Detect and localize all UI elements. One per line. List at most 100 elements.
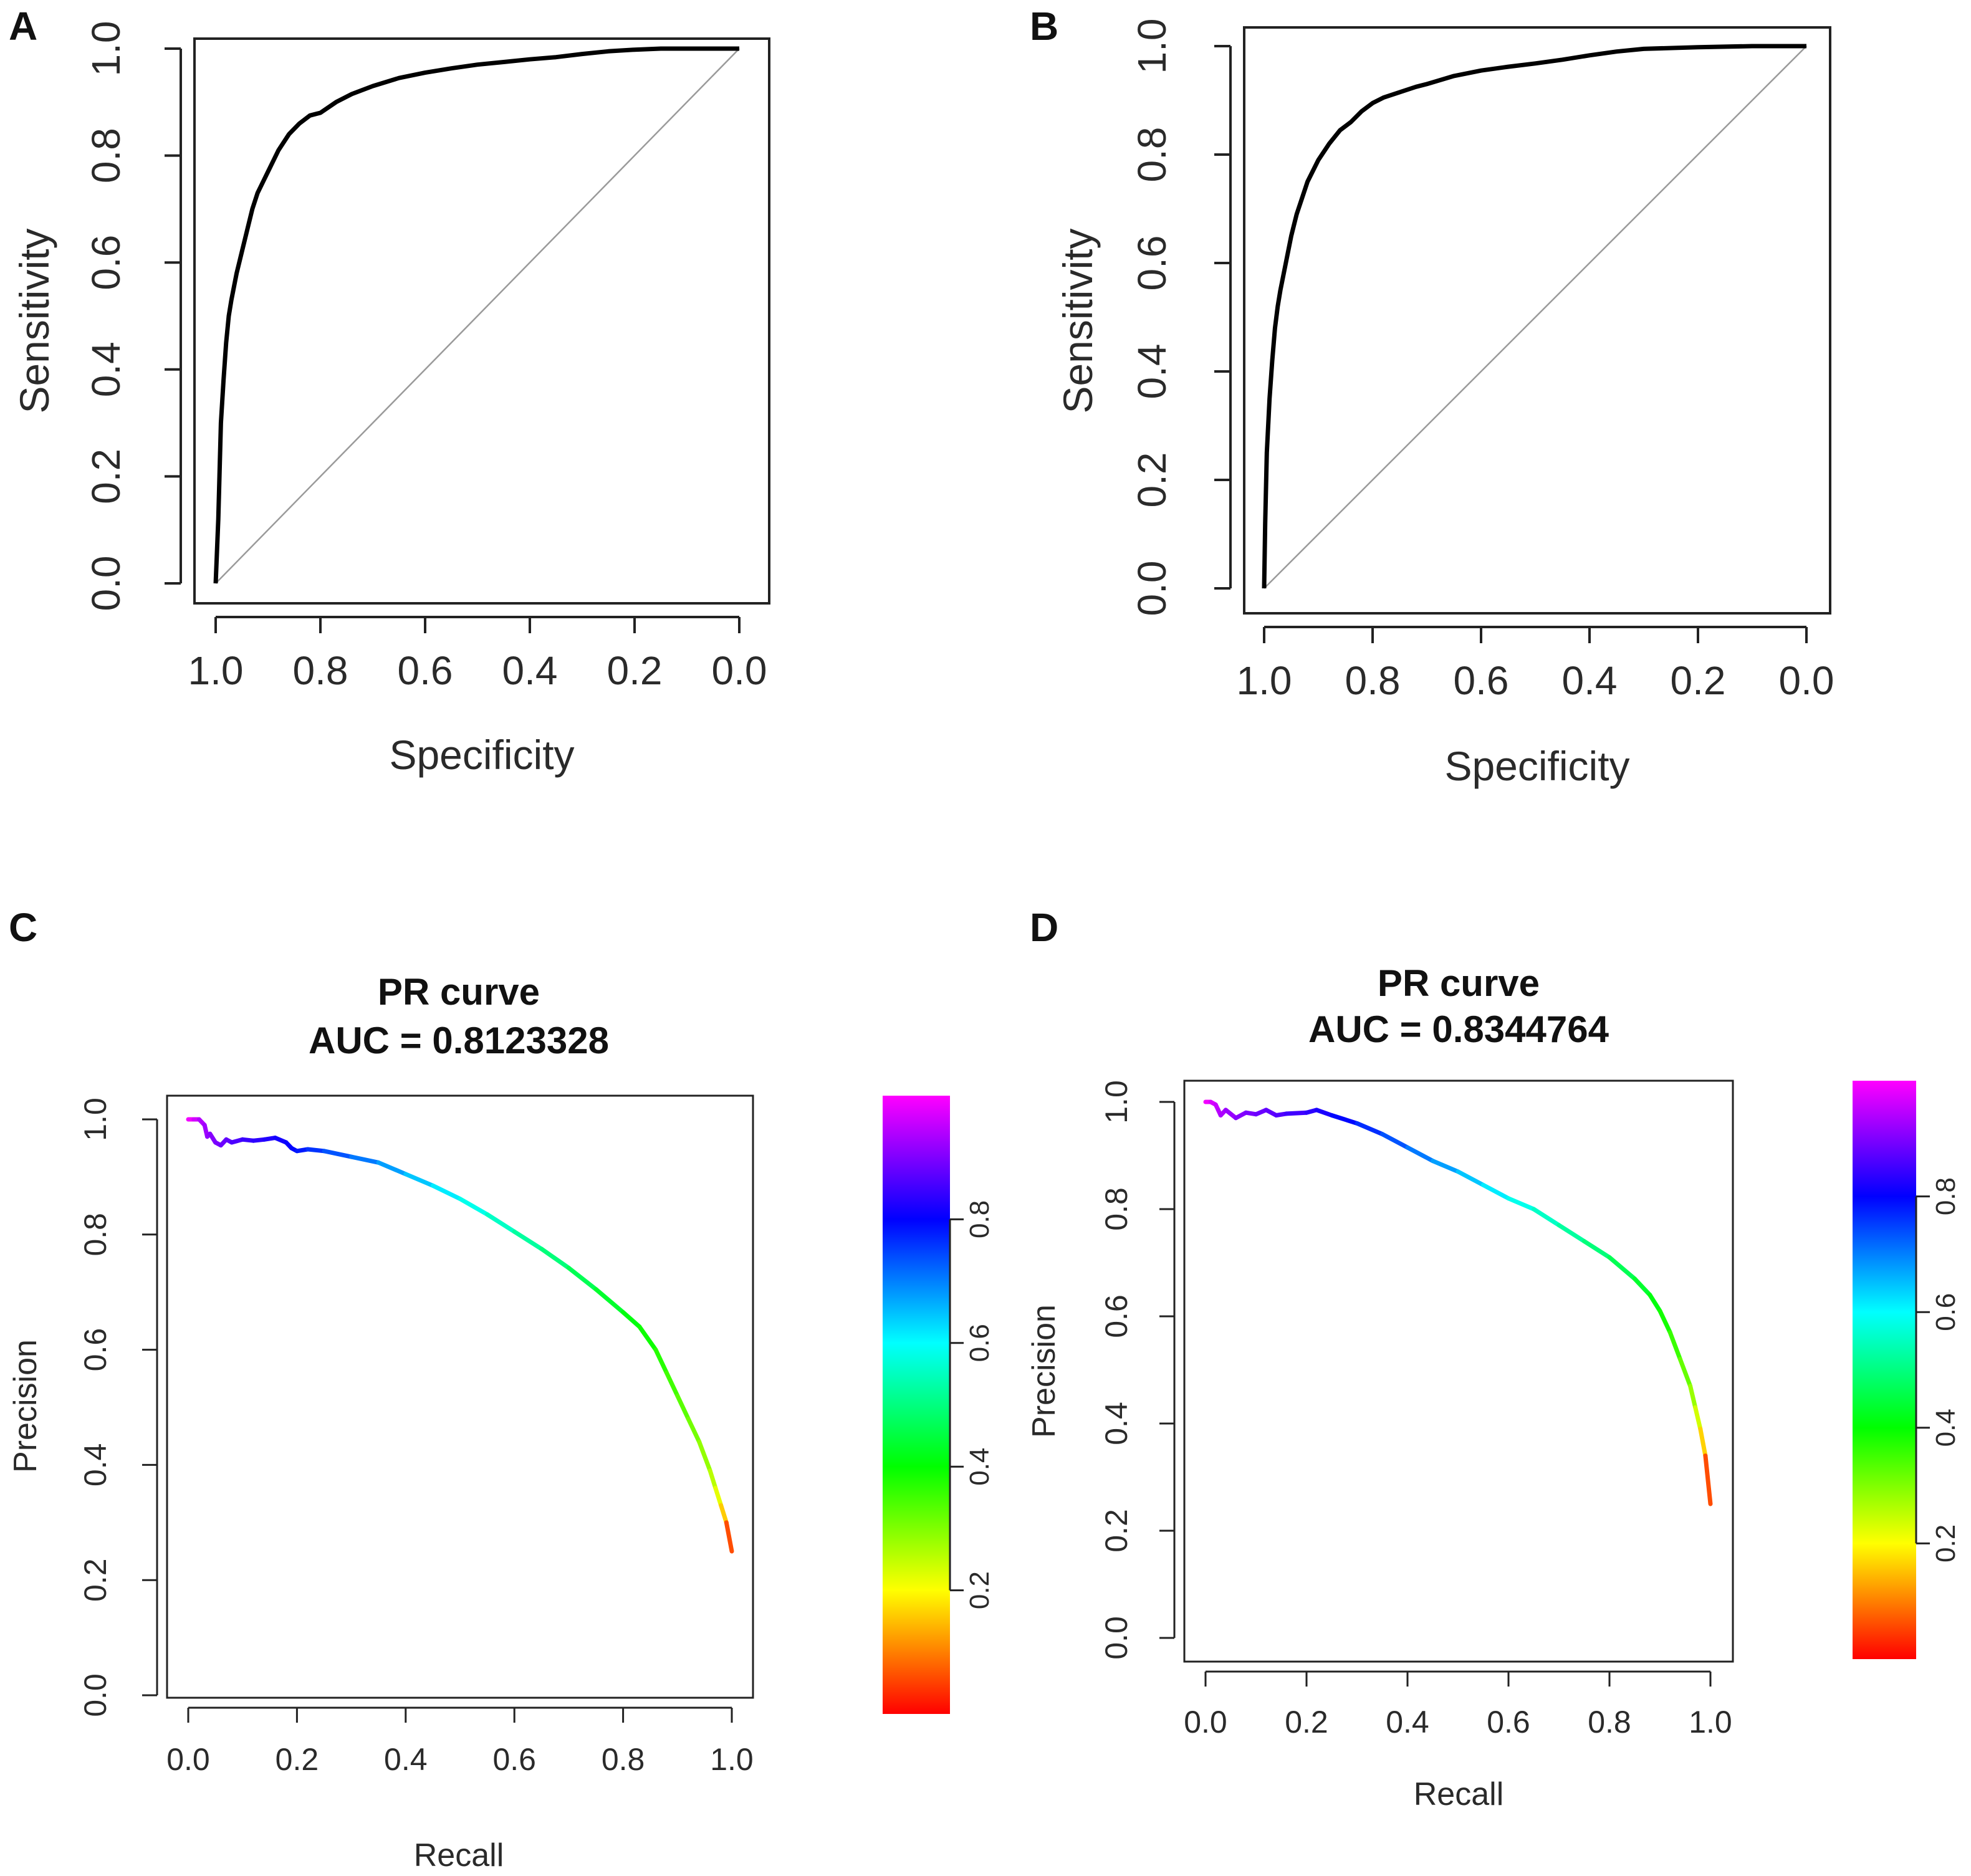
colorbar-tick-label: 0.8 [1930,1177,1961,1215]
colorbar-tick-label: 0.4 [964,1448,995,1486]
y-tick-label: 0.0 [84,556,128,611]
y-tick-label: 0.8 [1129,127,1174,183]
pr-curve-segment [458,1197,490,1217]
x-axis: 1.0 0.8 0.6 0.4 0.2 0.0 [1237,626,1834,703]
x-tick-label: 0.0 [1779,658,1834,703]
pr-curve-segment [697,1439,712,1473]
colorbar-tick-label: 0.8 [964,1200,995,1238]
panel-label-b: B [1030,4,1058,49]
pr-curve-segment [707,1468,718,1490]
pr-curve-segment [1667,1330,1682,1362]
colorbar [1853,1081,1916,1659]
pr-curve-segment [1314,1108,1334,1117]
x-tick-label: 0.4 [502,648,558,693]
x-tick-label: 1.0 [1689,1705,1732,1740]
x-tick-label: 0.0 [712,648,767,693]
y-tick-label: 0.2 [78,1558,113,1602]
y-tick-label: 0.4 [1129,344,1174,400]
plot-frame [1243,26,1831,615]
colorbar-tick-label: 0.6 [964,1324,995,1362]
colorbar [883,1096,950,1714]
x-axis: 0.0 0.2 0.4 0.6 0.8 1.0 [166,1706,754,1777]
x-axis-title: Specificity [1444,743,1629,789]
pr-curve-segment [719,1503,729,1525]
y-tick-label: 0.4 [84,342,128,397]
x-tick-label: 1.0 [1237,658,1292,703]
y-tick-label: 1.0 [1099,1080,1134,1124]
y-tick-label: 0.0 [1099,1616,1134,1660]
y-tick-label: 0.6 [78,1328,113,1372]
colorbar-tick-label: 0.4 [1930,1409,1961,1447]
x-axis: 0.0 0.2 0.4 0.6 0.8 1.0 [1184,1670,1732,1740]
y-tick-label: 0.8 [84,128,128,183]
pr-curve-segment [653,1347,669,1376]
pr-curve-segment [593,1287,626,1314]
x-tick-label: 0.6 [1487,1705,1530,1740]
x-tick-label: 0.6 [398,648,453,693]
y-tick-label: 0.4 [78,1443,113,1487]
pr-curve-segment [322,1149,354,1159]
x-tick-label: 0.2 [607,648,663,693]
x-tick-label: 0.8 [1345,658,1401,703]
y-axis: 0.0 0.2 0.4 0.6 0.8 1.0 [84,21,182,611]
x-tick-label: 0.4 [1562,658,1618,703]
plot-frame [1183,1079,1734,1663]
y-tick-label: 0.0 [78,1673,113,1717]
reference-diagonal [1264,45,1807,589]
y-axis: 0.0 0.2 0.4 0.6 0.8 1.0 [1129,19,1232,616]
panel-d-pr: D PR curve AUC = 0.8344764 0.0 0.2 0.4 0.6 0… [1026,905,1961,1812]
chart-subtitle: AUC = 0.8123328 [309,1020,609,1061]
pr-curve-segment [1607,1255,1637,1281]
pr-curve-segment [1532,1207,1561,1228]
x-axis-title: Recall [414,1837,504,1874]
pr-curve-segment [1431,1159,1460,1174]
x-tick-label: 0.8 [602,1742,645,1777]
x-tick-label: 0.2 [276,1742,319,1777]
panel-b-roc: B 1.0 0.8 0.6 0.4 0.2 0.0 0.00.20.40.60.81.0 … [1030,4,1834,789]
pr-curve-segment [621,1310,642,1329]
x-tick-label: 0.6 [1454,658,1509,703]
y-tick-label: 1.0 [78,1098,113,1141]
pr-curve-segment [1380,1132,1410,1150]
y-tick-label: 0.4 [1099,1402,1134,1445]
roc-curve [213,46,739,584]
panel-label-d: D [1030,905,1058,950]
y-tick-label: 0.6 [1129,236,1174,291]
pr-curve-segment [1698,1427,1708,1458]
pr-curve-segment [1647,1293,1662,1313]
pr-curve [1203,1099,1713,1506]
pr-curve-segment [349,1154,381,1165]
pr-curve-segment [1556,1223,1586,1244]
y-tick-label: 0.2 [1129,452,1174,508]
y-axis-title: Sensitivity [1055,228,1101,413]
panel-a-roc: A 1.0 0.8 0.6 0.4 0.2 0.0 0.00.20.40.60.81.0 … [9,4,770,778]
chart-subtitle: AUC = 0.8344764 [1308,1008,1609,1050]
pr-curve-segment [1633,1276,1652,1298]
panel-label-c: C [9,905,37,950]
pr-curve-segment [664,1371,680,1398]
x-tick-label: 0.2 [1671,658,1726,703]
pr-curve-segment [686,1417,702,1444]
pr-curve-segment [485,1212,517,1234]
pr-curve-segment [1703,1453,1713,1506]
pr-curve-segment [305,1147,327,1154]
pr-curve-segment [1355,1121,1384,1137]
y-tick-label: 1.0 [84,21,128,77]
x-tick-label: 1.0 [188,648,244,693]
roc-curve [1262,44,1806,589]
x-tick-label: 0.8 [293,648,348,693]
pr-curve-segment [724,1520,734,1554]
y-tick-label: 0.0 [1129,561,1174,616]
colorbar-tick-label: 0.2 [964,1571,995,1609]
x-axis-title: Recall [1414,1776,1504,1812]
y-axis-title: Sensitivity [11,228,57,413]
y-tick-label: 0.2 [1099,1509,1134,1553]
pr-curve [186,1117,734,1554]
y-tick-label: 0.8 [1099,1187,1134,1231]
plot-frame [193,37,770,605]
reference-diagonal [215,48,740,584]
y-axis: 0.0 0.2 0.4 0.6 0.8 1.0 [1099,1080,1176,1660]
x-tick-label: 0.0 [166,1742,210,1777]
y-axis-title: Precision [7,1339,44,1473]
